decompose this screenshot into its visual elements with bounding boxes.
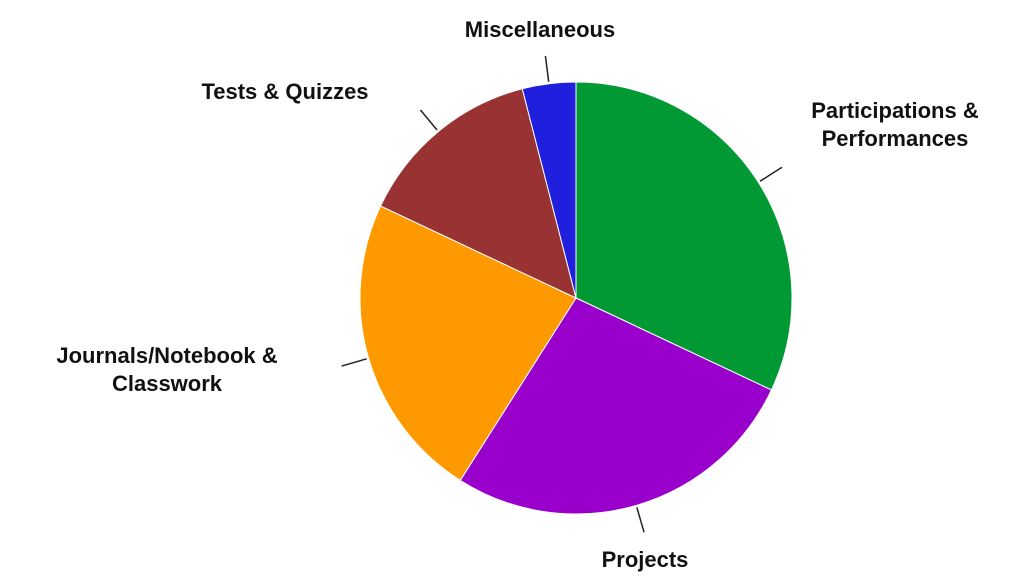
leader-line — [419, 109, 438, 131]
slice-label: Projects — [601, 547, 689, 572]
pie-slice — [359, 205, 577, 482]
slice-label: Miscellaneous — [464, 17, 616, 42]
leader-line — [759, 166, 783, 182]
slice-label: Participations & Performances — [811, 98, 979, 151]
leader-line — [636, 507, 645, 533]
pie-slice — [379, 88, 577, 299]
pie-slice — [459, 297, 773, 515]
pie-slice — [575, 81, 793, 391]
slice-label: Journals/Notebook & Classwork — [56, 343, 278, 396]
leader-line — [341, 358, 367, 367]
slice-label: Tests & Quizzes — [201, 79, 369, 104]
leader-line — [544, 55, 550, 82]
pie-slice — [521, 81, 577, 299]
